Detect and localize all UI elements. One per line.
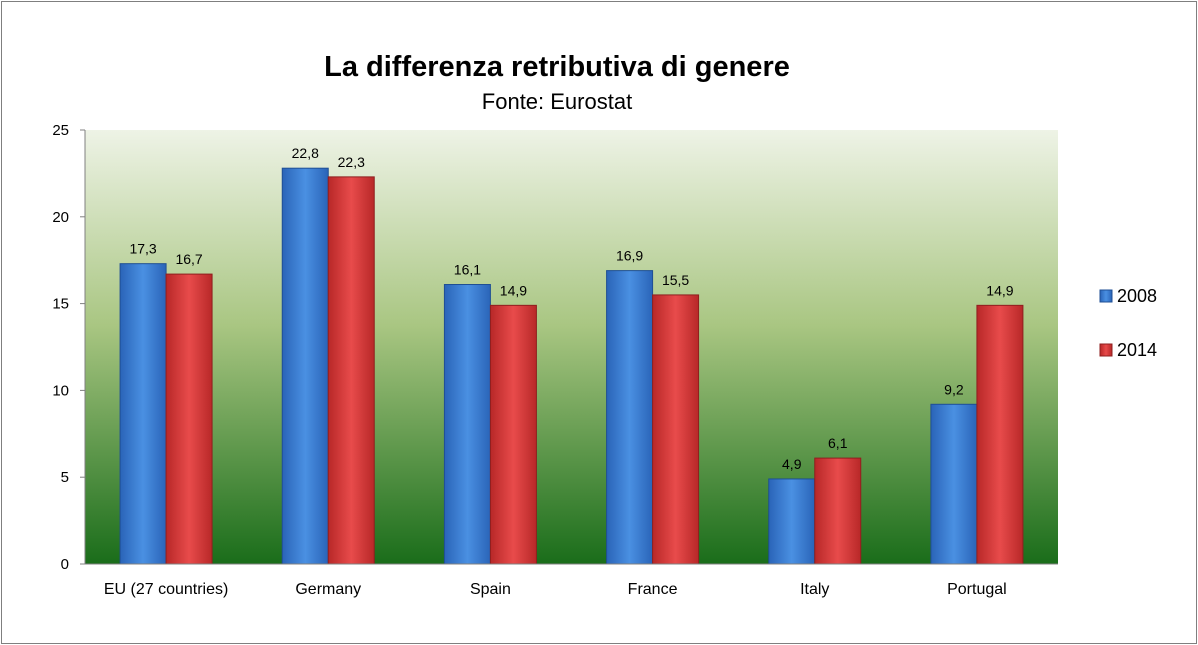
x-category-label: France xyxy=(628,581,678,598)
chart-title: La differenza retributiva di genere xyxy=(324,51,790,83)
data-labels-group: 17,3 16,7 22,8 22,3 16,1 14,9 16,9 15,5 4,9 6,1 9,… xyxy=(129,145,1013,472)
bar-2014-6 xyxy=(976,304,1024,565)
x-category-label: Portugal xyxy=(947,581,1007,598)
x-category-label: Italy xyxy=(800,581,829,598)
bars-group xyxy=(119,167,1024,565)
bar-2014-3 xyxy=(489,304,537,565)
bar-2014-4 xyxy=(652,294,700,565)
y-tick-label: 25 xyxy=(52,122,69,139)
x-axis: EU (27 countries) Germany Spain France Italy… xyxy=(85,563,1058,598)
legend-swatch-2014 xyxy=(1099,343,1113,357)
legend-label-2014: 2014 xyxy=(1117,340,1157,360)
bar-2008-4 xyxy=(606,270,654,565)
data-label-2014-5: 6,1 xyxy=(828,435,848,451)
y-tick-label: 0 xyxy=(61,556,69,573)
data-label-2008-6: 9,2 xyxy=(944,381,964,397)
legend: 2008 2014 xyxy=(1099,286,1157,360)
y-tick-label: 20 xyxy=(52,209,69,226)
data-label-2008-1: 17,3 xyxy=(129,241,156,257)
y-tick-label: 5 xyxy=(61,469,69,486)
legend-swatch-2008 xyxy=(1099,289,1113,303)
plot-area xyxy=(85,130,1058,564)
x-category-label: EU (27 countries) xyxy=(104,581,229,598)
data-label-2008-5: 4,9 xyxy=(782,456,802,472)
data-label-2014-4: 15,5 xyxy=(662,272,689,288)
bar-2008-6 xyxy=(930,403,978,565)
bar-2008-3 xyxy=(443,284,491,565)
data-label-2014-6: 14,9 xyxy=(986,282,1013,298)
bar-2008-1 xyxy=(119,263,167,565)
bar-2014-5 xyxy=(814,457,862,565)
data-label-2008-3: 16,1 xyxy=(454,262,481,278)
x-category-label: Germany xyxy=(295,581,361,598)
data-label-2014-3: 14,9 xyxy=(500,282,527,298)
chart-subtitle: Fonte: Eurostat xyxy=(482,89,632,114)
data-label-2014-2: 22,3 xyxy=(338,154,365,170)
x-category-label: Spain xyxy=(470,581,511,598)
y-axis: 0 5 10 15 20 25 xyxy=(52,122,86,573)
bar-2008-5 xyxy=(768,478,816,565)
bar-2014-2 xyxy=(327,176,375,565)
y-tick-label: 10 xyxy=(52,382,69,399)
data-label-2008-2: 22,8 xyxy=(292,145,319,161)
bar-2014-1 xyxy=(165,273,213,565)
data-label-2014-1: 16,7 xyxy=(175,251,202,267)
data-label-2008-4: 16,9 xyxy=(616,248,643,264)
y-tick-label: 15 xyxy=(52,296,69,313)
bar-2008-2 xyxy=(281,167,329,565)
legend-label-2008: 2008 xyxy=(1117,286,1157,306)
